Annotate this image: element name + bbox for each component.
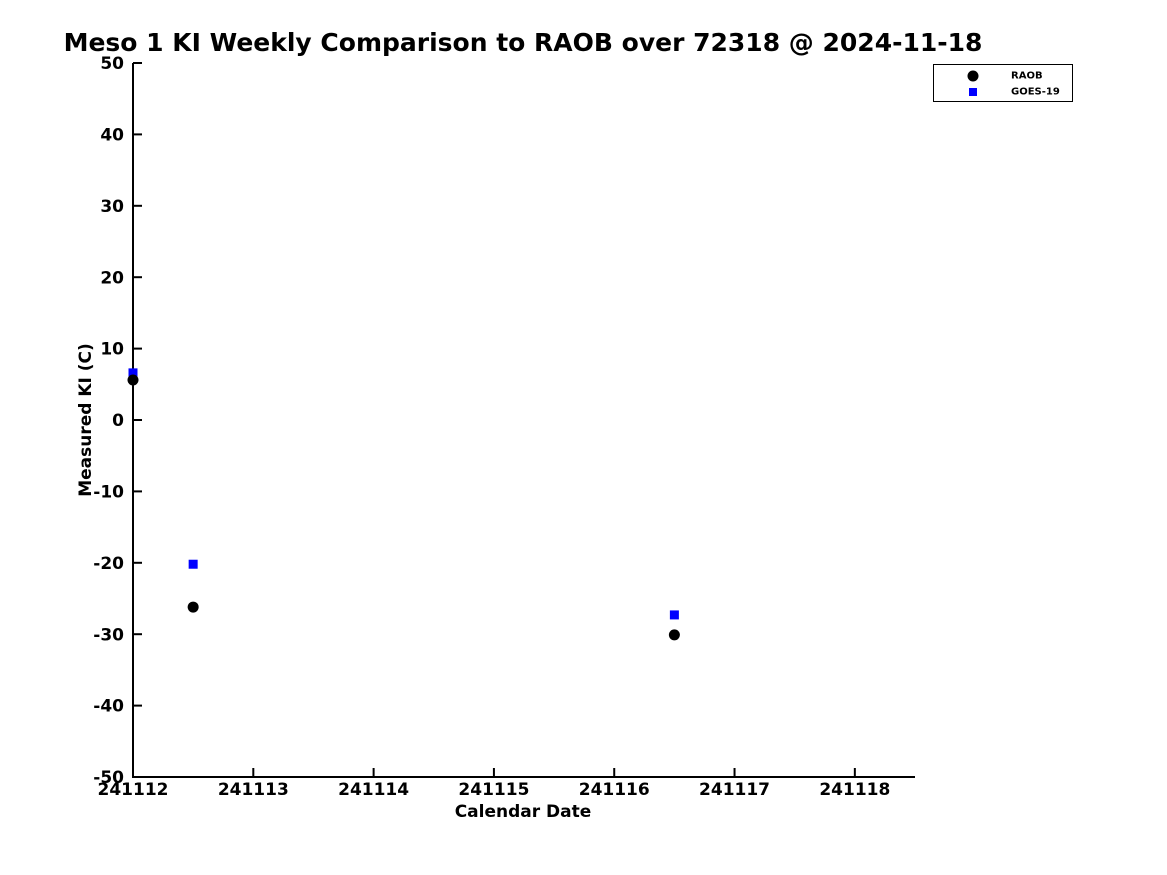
- data-point-raob: [127, 374, 139, 386]
- y-tick-label: 30: [100, 197, 124, 217]
- x-tick-label: 241116: [579, 780, 650, 800]
- data-point-raob: [187, 601, 199, 613]
- data-point-goes-19: [188, 559, 198, 569]
- y-tick-label: -30: [93, 625, 124, 645]
- x-tick-label: 241118: [819, 780, 890, 800]
- chart-title: Meso 1 KI Weekly Comparison to RAOB over…: [63, 28, 983, 57]
- y-tick-label: -50: [93, 768, 124, 788]
- y-tick-label: -40: [93, 697, 124, 717]
- data-point-raob: [668, 629, 680, 641]
- x-tick-label: 241112: [98, 780, 169, 800]
- y-tick-label: 0: [112, 411, 124, 431]
- x-tick-label: 241113: [218, 780, 289, 800]
- legend-label-raob: RAOB: [1011, 70, 1043, 81]
- x-tick-label: 241117: [699, 780, 770, 800]
- y-tick-label: -20: [93, 554, 124, 574]
- x-axis-label: Calendar Date: [454, 802, 592, 822]
- legend-entry-raob: RAOB: [934, 68, 1072, 83]
- legend-entry-goes-19: GOES-19: [934, 84, 1072, 99]
- y-tick-label: 10: [100, 340, 124, 360]
- y-tick-label: 40: [100, 126, 124, 146]
- legend-label-goes-19: GOES-19: [1011, 86, 1060, 97]
- raob-circle-marker-icon: [967, 70, 979, 81]
- legend: RAOB GOES-19: [933, 64, 1073, 102]
- y-tick-label: 20: [100, 268, 124, 288]
- data-point-goes-19: [669, 610, 679, 620]
- goes-19-square-marker-icon: [969, 87, 977, 96]
- data-point-goes-19: [128, 368, 138, 378]
- x-tick-label: 241115: [458, 780, 529, 800]
- y-tick-label: -10: [93, 483, 124, 503]
- y-tick-label: 50: [100, 54, 124, 74]
- x-tick-label: 241114: [338, 780, 409, 800]
